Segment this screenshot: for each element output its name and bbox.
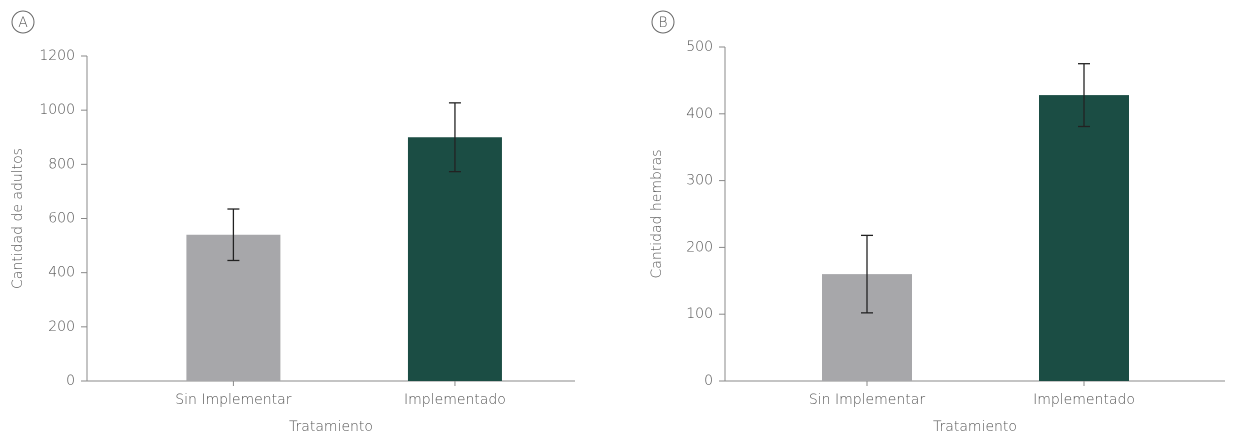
error-bar [861,234,873,314]
x-axis-title: Tratamiento [289,419,373,435]
y-tick-label: 500 [686,39,713,55]
error-bar [227,208,240,262]
panel-badge [651,10,675,34]
x-tick-label: Sin Implementar [175,392,291,408]
y-tick-label: 200 [686,239,713,255]
y-axis-title: Cantidad hembras [649,149,665,278]
bar [407,137,502,381]
y-axis-title: Cantidad de adultos [10,148,26,289]
x-axis-title: Tratamiento [933,419,1017,435]
panel-label: A [18,15,28,31]
y-tick-label: 800 [48,156,75,172]
y-tick-label: 0 [66,373,75,389]
y-tick-label: 1000 [39,102,75,118]
error-bar [448,102,461,173]
x-tick-label: Sin Implementar [809,392,925,408]
x-tick-label: Implementado [404,392,506,408]
y-tick-label: 400 [686,106,713,122]
y-tick-label: 100 [686,306,713,322]
y-tick-label: 200 [48,319,75,335]
bar [1039,95,1129,381]
y-tick-label: 0 [704,373,713,389]
x-tick-label: Implementado [1033,392,1135,408]
error-bar [1078,63,1090,128]
panel-badge [11,10,35,34]
y-tick-label: 1200 [39,48,75,64]
y-tick-label: 300 [686,173,713,189]
y-tick-label: 600 [48,211,75,227]
y-tick-label: 400 [48,265,75,281]
panel-label: B [658,15,667,31]
